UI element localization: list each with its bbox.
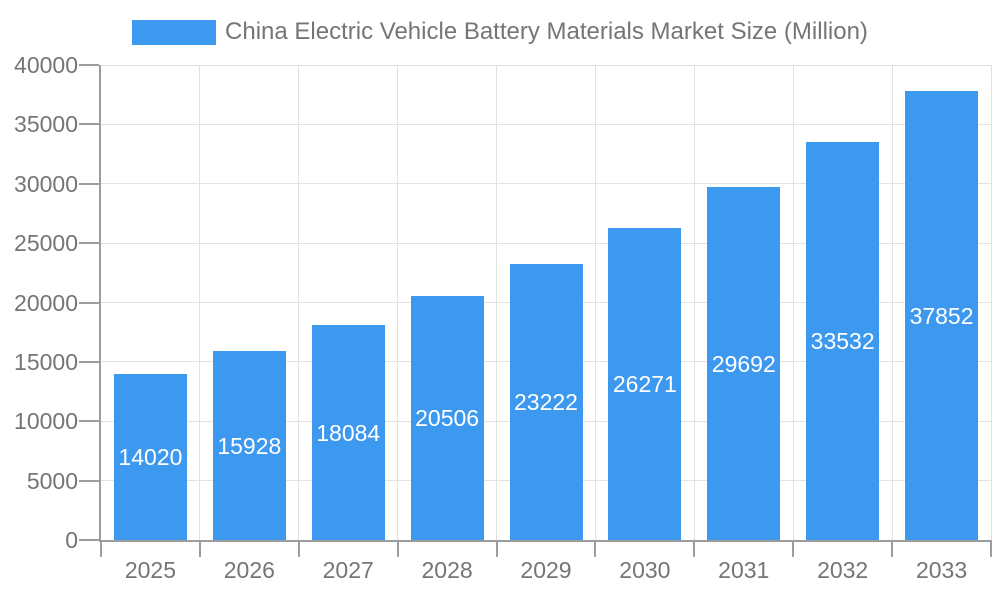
grid-line-vertical — [298, 65, 300, 540]
x-axis-label: 2032 — [817, 557, 869, 583]
x-axis-tick — [594, 540, 597, 557]
bar — [113, 374, 187, 540]
grid-line-horizontal — [101, 242, 991, 244]
y-axis-tick — [79, 301, 99, 304]
x-axis-tick — [891, 540, 894, 557]
bar — [212, 351, 286, 540]
bar-value-label: 14020 — [118, 444, 183, 470]
legend-label[interactable]: China Electric Vehicle Battery Materials… — [225, 18, 868, 45]
y-axis-tick — [79, 360, 99, 363]
x-axis-label: 2033 — [915, 557, 968, 583]
grid-line-vertical — [891, 65, 893, 540]
bar — [410, 296, 484, 540]
y-axis-label: 15000 — [14, 348, 78, 375]
x-axis-label: 2029 — [520, 557, 572, 583]
bar — [707, 187, 781, 540]
x-axis-label: 2028 — [421, 557, 473, 583]
grid-line-vertical — [693, 65, 695, 540]
x-axis-tick — [693, 540, 696, 557]
grid-line-vertical — [199, 65, 201, 540]
x-axis-tick — [495, 540, 498, 557]
bar — [311, 325, 385, 540]
y-axis-line — [99, 65, 101, 542]
x-axis-label: 2027 — [322, 557, 374, 583]
grid-line-vertical — [397, 65, 399, 540]
grid-line-vertical — [990, 65, 992, 540]
bar-value-label: 33532 — [810, 328, 875, 354]
y-axis-label: 10000 — [14, 408, 78, 435]
grid-line-vertical — [496, 65, 498, 540]
y-axis-label: 25000 — [14, 230, 78, 257]
bar-value-label: 15928 — [217, 432, 282, 459]
bar-value-label: 29692 — [711, 350, 776, 377]
y-axis-label: 0 — [65, 527, 78, 553]
x-axis-tick — [396, 540, 399, 557]
bar — [608, 228, 682, 540]
x-axis-label: 2025 — [124, 557, 177, 583]
grid-line-horizontal — [101, 64, 991, 66]
bar — [509, 264, 583, 540]
y-axis-tick — [79, 420, 99, 423]
x-axis-tick — [198, 540, 201, 557]
x-axis-tick — [792, 540, 795, 557]
y-axis-tick — [79, 64, 99, 66]
bar-value-label: 26271 — [612, 371, 677, 397]
x-axis-line — [99, 540, 991, 542]
bar-value-label: 20506 — [415, 405, 480, 431]
y-axis-tick — [79, 479, 99, 482]
bar-value-label: 23222 — [514, 389, 578, 415]
legend-swatch[interactable] — [132, 19, 217, 45]
grid-line-vertical — [792, 65, 794, 540]
x-axis-label: 2030 — [619, 557, 671, 583]
y-axis-label: 5000 — [26, 467, 78, 494]
grid-line-horizontal — [101, 123, 991, 125]
y-axis-tick — [79, 539, 99, 541]
x-axis-label: 2026 — [223, 557, 275, 583]
x-axis-tick — [297, 540, 300, 557]
y-axis-tick — [79, 242, 99, 245]
y-axis-label: 30000 — [14, 170, 78, 197]
bar-value-label: 37852 — [909, 302, 974, 329]
x-axis-tick — [990, 540, 992, 557]
bar — [905, 91, 979, 540]
legend[interactable]: China Electric Vehicle Battery Materials… — [0, 17, 1000, 47]
x-axis-tick — [100, 540, 102, 557]
y-axis-tick — [79, 182, 99, 185]
y-axis-tick — [79, 123, 99, 126]
x-axis-label: 2031 — [718, 557, 770, 583]
bar — [806, 142, 880, 540]
grid-line-horizontal — [101, 183, 991, 185]
y-axis-label: 40000 — [14, 52, 78, 78]
grid-line-vertical — [594, 65, 596, 540]
y-axis-label: 35000 — [14, 111, 78, 138]
bar-value-label: 18084 — [316, 419, 381, 446]
y-axis-label: 20000 — [14, 289, 78, 316]
